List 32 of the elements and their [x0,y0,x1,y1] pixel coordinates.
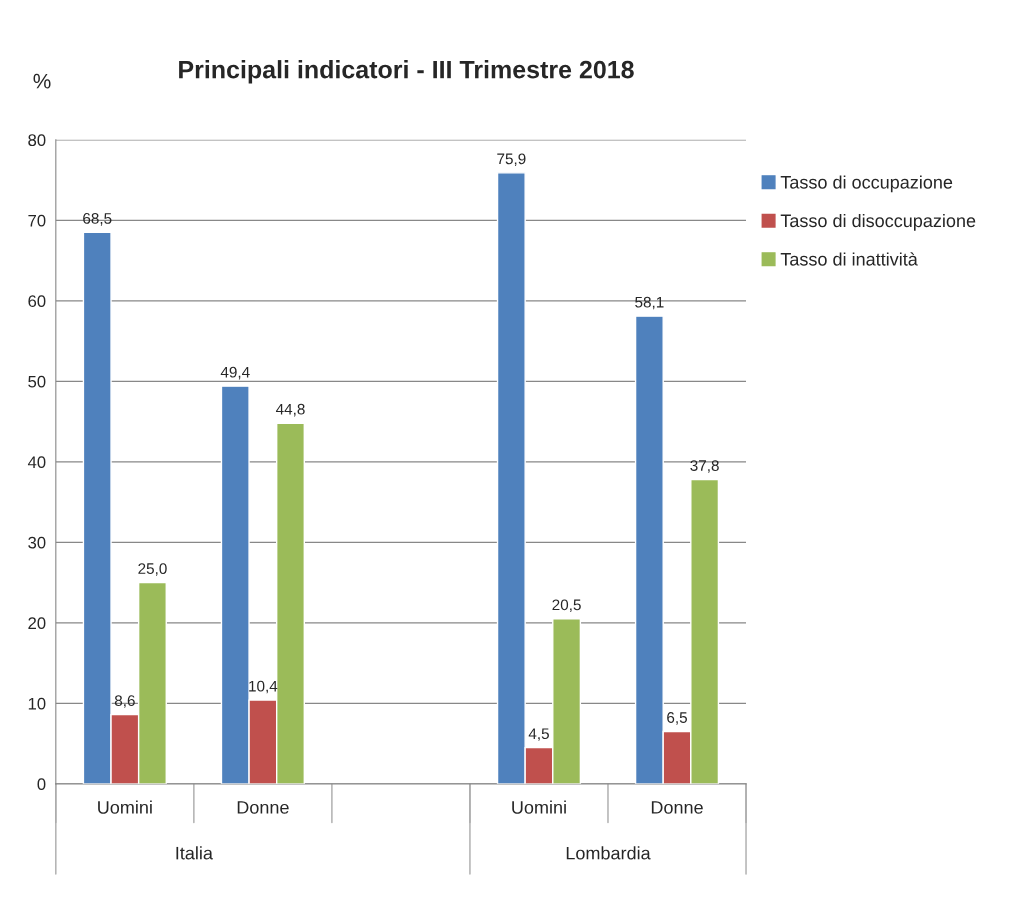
data-label: 58,1 [635,296,664,310]
data-label: 25,0 [138,563,167,576]
data-label: 20,5 [552,599,581,613]
data-label: 10,4 [249,680,278,694]
x-tick-label: Donne [237,801,289,814]
x-tick-label: Uomini [512,800,566,814]
data-label: 4,5 [528,728,549,741]
data-label: 8,6 [114,695,135,708]
x-tick-label: Donne [651,801,703,814]
text: Lombardia [566,846,651,860]
x-tick-label: Uomini [98,800,152,814]
data-label: 75,9 [497,153,526,167]
y-tick-label: 80 [28,134,46,147]
data-label: 49,4 [220,366,250,380]
legend-label: Tasso di inattività [780,252,918,266]
y-tick-label: 70 [28,214,46,227]
y-axis-title: % [33,73,51,89]
y-tick-label: 60 [28,295,46,308]
text: Italia [176,846,213,860]
y-tick-label: 10 [28,697,46,710]
y-tick-label: 40 [27,456,46,469]
y-tick-label: 30 [28,536,46,549]
data-label: 68,5 [83,213,112,226]
y-tick-label: 50 [28,375,46,388]
chart-title: Principali indicatori - III Trimestre 2018 [179,60,634,84]
legend-label: Tasso di occupazione [780,175,953,193]
legend-label: Tasso di disoccupazione [780,213,976,231]
data-label: 44,8 [275,403,305,417]
y-tick-label: 20 [28,617,46,630]
data-label: 6,5 [667,712,687,725]
y-tick-label: 0 [37,778,46,791]
data-label: 37,8 [690,460,719,473]
